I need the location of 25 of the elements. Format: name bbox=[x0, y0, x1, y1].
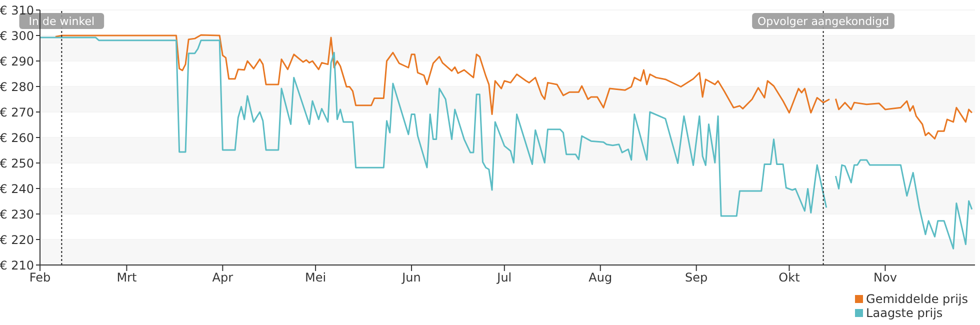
x-tick-label: Apr bbox=[212, 270, 234, 285]
x-tick-label: Okt bbox=[778, 270, 800, 285]
y-tick-label: € 260 bbox=[0, 130, 34, 145]
x-tick-label: Mei bbox=[305, 270, 326, 285]
y-tick-label: € 250 bbox=[0, 156, 34, 170]
y-tick-label: € 290 bbox=[0, 54, 34, 68]
x-tick-label: Mrt bbox=[116, 270, 137, 285]
y-tick-label: € 310 bbox=[0, 3, 34, 18]
ref-line-label: Opvolger aangekondigd bbox=[758, 15, 890, 28]
x-tick-label: Feb bbox=[29, 270, 51, 285]
y-tick-label: € 270 bbox=[0, 105, 34, 120]
legend-label: Gemiddelde prijs bbox=[866, 292, 968, 306]
x-tick-label: Jul bbox=[496, 270, 512, 285]
y-tick-label: € 230 bbox=[0, 207, 34, 222]
x-tick-label: Jun bbox=[401, 270, 421, 285]
x-tick-label: Sep bbox=[685, 270, 708, 285]
ref-line-label: In de winkel bbox=[28, 15, 95, 28]
y-tick-label: € 210 bbox=[0, 258, 34, 272]
legend-label: Laagste prijs bbox=[866, 306, 943, 320]
y-tick-label: € 240 bbox=[0, 182, 34, 196]
y-tick-label: € 220 bbox=[0, 232, 34, 247]
y-tick-label: € 300 bbox=[0, 28, 34, 43]
x-tick-label: Nov bbox=[874, 270, 897, 285]
y-tick-label: € 280 bbox=[0, 80, 34, 94]
x-tick-label: Aug bbox=[588, 270, 612, 285]
